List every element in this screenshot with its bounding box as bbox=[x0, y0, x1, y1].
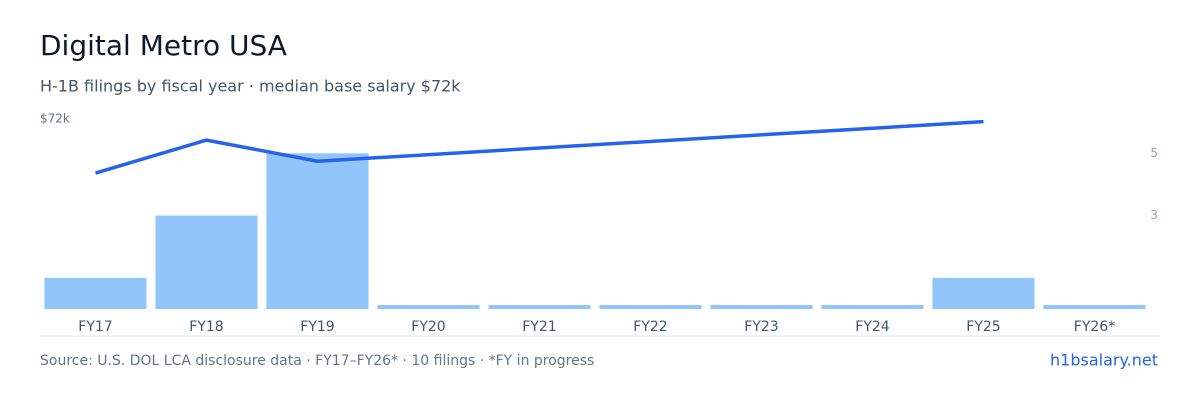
x-tick-label: FY26* bbox=[1074, 319, 1115, 335]
x-tick-label: FY25 bbox=[966, 319, 1000, 335]
line bbox=[95, 119, 984, 175]
x-tick-label: FY23 bbox=[744, 319, 778, 335]
x-tick-label: FY18 bbox=[189, 319, 223, 335]
y2-tick-label: 5 bbox=[1150, 146, 1158, 160]
chart-subtitle: H-1B filings by fiscal year · median bas… bbox=[40, 77, 461, 96]
bar bbox=[377, 305, 480, 309]
x-tick-label: FY22 bbox=[633, 319, 667, 335]
footer-source: Source: U.S. DOL LCA disclosure data · F… bbox=[40, 353, 594, 369]
bar bbox=[44, 277, 147, 309]
y2-tick-label: 3 bbox=[1150, 208, 1158, 222]
chart-title: Digital Metro USA bbox=[40, 29, 287, 62]
bar bbox=[821, 305, 924, 309]
x-tick-label: FY17 bbox=[78, 319, 112, 335]
x-tick-label: FY24 bbox=[855, 319, 890, 335]
x-tick-label: FY19 bbox=[300, 319, 334, 335]
bar bbox=[266, 153, 369, 309]
bar bbox=[155, 215, 258, 309]
footer-link[interactable]: h1bsalary.net bbox=[1050, 351, 1158, 370]
y-tick-label: $72k bbox=[40, 112, 70, 126]
x-tick-label: FY21 bbox=[522, 319, 556, 335]
bar bbox=[488, 305, 591, 309]
bar bbox=[932, 277, 1035, 309]
bar bbox=[599, 305, 702, 309]
x-tick-label: FY20 bbox=[411, 319, 445, 335]
bar bbox=[1043, 305, 1146, 309]
bar bbox=[710, 305, 813, 309]
